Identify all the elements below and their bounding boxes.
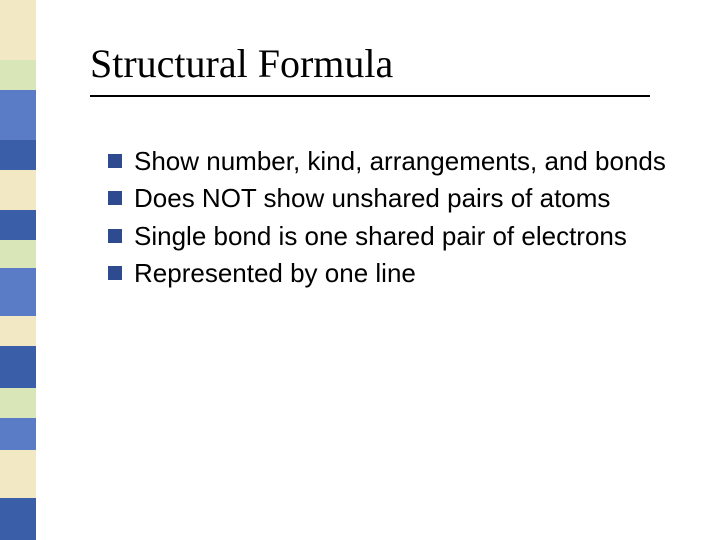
sidebar-block	[0, 60, 36, 90]
sidebar-block	[0, 0, 36, 60]
bullet-list: Show number, kind, arrangements, and bon…	[90, 145, 680, 290]
slide-content: Structural Formula Show number, kind, ar…	[90, 40, 680, 294]
sidebar-block	[0, 210, 36, 240]
sidebar-block	[0, 240, 36, 268]
bullet-item: Does NOT show unshared pairs of atoms	[108, 182, 680, 215]
title-underline	[90, 95, 650, 97]
slide-title: Structural Formula	[90, 40, 680, 87]
bullet-item: Single bond is one shared pair of electr…	[108, 220, 680, 253]
decorative-sidebar	[0, 0, 36, 540]
sidebar-block	[0, 450, 36, 498]
sidebar-block	[0, 388, 36, 418]
sidebar-block	[0, 498, 36, 540]
sidebar-block	[0, 140, 36, 170]
sidebar-block	[0, 90, 36, 140]
bullet-item: Represented by one line	[108, 257, 680, 290]
sidebar-block	[0, 170, 36, 210]
sidebar-block	[0, 268, 36, 316]
sidebar-block	[0, 418, 36, 450]
sidebar-block	[0, 346, 36, 388]
bullet-item: Show number, kind, arrangements, and bon…	[108, 145, 680, 178]
sidebar-block	[0, 316, 36, 346]
